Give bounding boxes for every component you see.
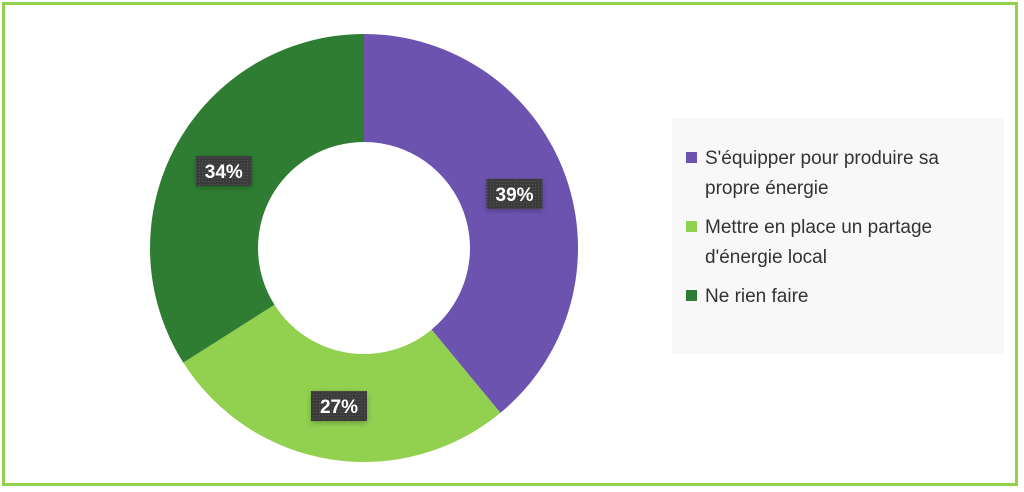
legend-label-self-production: S'équipper pour produire sa propre énerg… xyxy=(705,148,939,199)
data-label-local-sharing-box xyxy=(310,391,367,422)
slice-do-nothing xyxy=(149,34,364,363)
legend-swatch-local-sharing xyxy=(686,221,697,232)
legend-item-self-production: S'équipper pour produire sa propre énerg… xyxy=(686,144,1004,204)
data-label-self-production: 39% xyxy=(486,178,543,209)
data-labels: 39% 27% 34% xyxy=(195,155,543,422)
legend: S'équipper pour produire sa propre énerg… xyxy=(672,118,1004,354)
slice-self-production xyxy=(364,34,578,413)
legend-item-do-nothing: Ne rien faire xyxy=(686,282,1004,312)
data-label-self-production-box xyxy=(486,178,543,209)
slice-local-sharing xyxy=(183,304,501,462)
data-label-local-sharing-text: 27% xyxy=(320,397,358,418)
data-label-do-nothing-box xyxy=(195,155,252,186)
data-label-do-nothing-text: 34% xyxy=(205,162,243,183)
legend-item-local-sharing: Mettre en place un partage d'énergie loc… xyxy=(686,213,1004,273)
data-label-self-production-text: 39% xyxy=(496,185,534,206)
donut-slices xyxy=(149,34,578,462)
data-label-local-sharing: 27% xyxy=(310,391,367,422)
legend-swatch-self-production xyxy=(686,152,697,163)
data-label-do-nothing: 34% xyxy=(195,155,252,186)
legend-swatch-do-nothing xyxy=(686,290,697,301)
legend-label-do-nothing: Ne rien faire xyxy=(705,286,809,307)
legend-label-local-sharing: Mettre en place un partage d'énergie loc… xyxy=(705,217,933,268)
